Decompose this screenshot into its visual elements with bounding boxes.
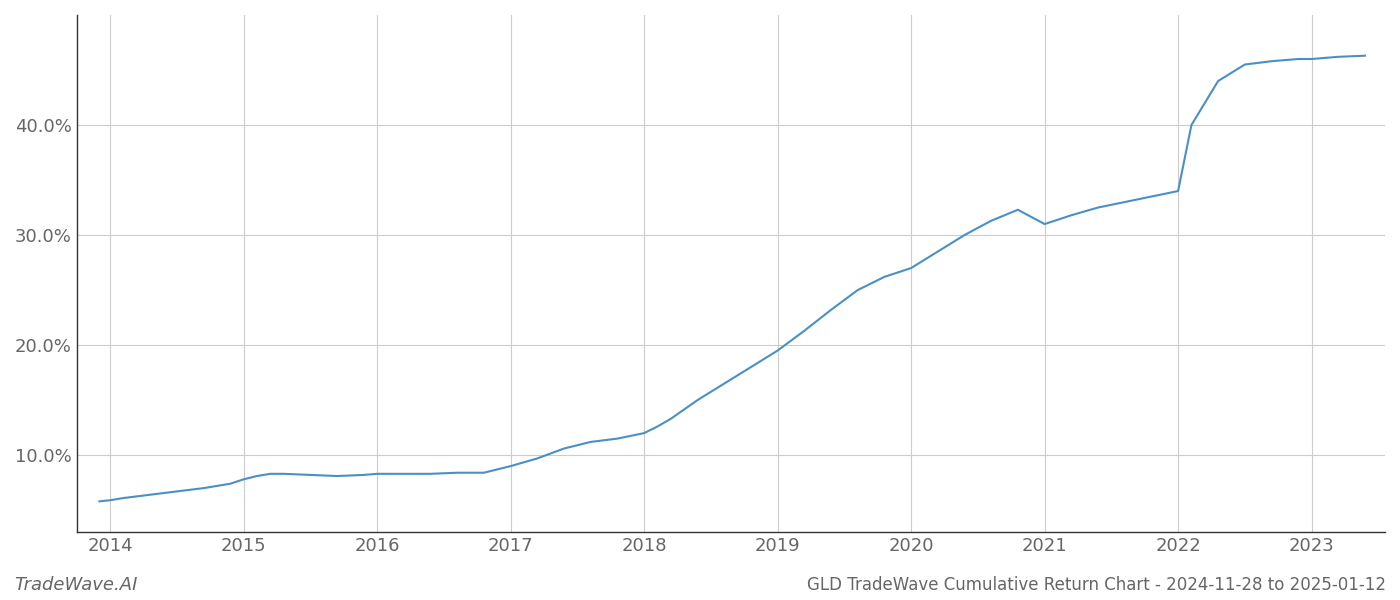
- Text: GLD TradeWave Cumulative Return Chart - 2024-11-28 to 2025-01-12: GLD TradeWave Cumulative Return Chart - …: [806, 576, 1386, 594]
- Text: TradeWave.AI: TradeWave.AI: [14, 576, 137, 594]
